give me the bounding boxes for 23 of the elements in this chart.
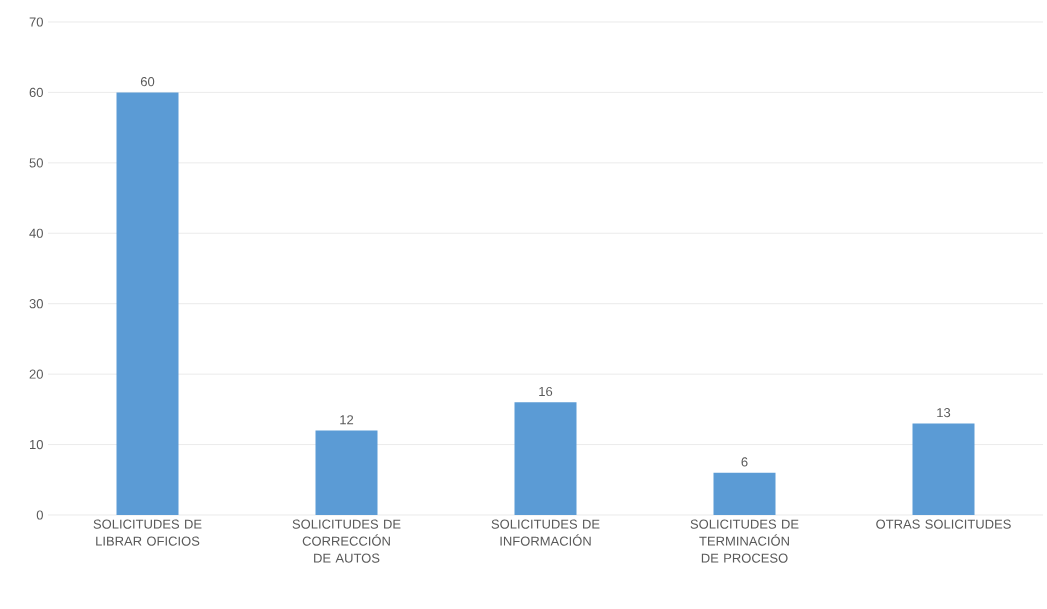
x-tick-label: SOLICITUDES DE LIBRAR OFICIOS [93,519,202,546]
data-label: 13 [937,408,951,418]
data-label: 12 [340,415,354,425]
y-tick-label: 70 [29,17,43,27]
y-tick-label: 60 [29,87,43,98]
y-tick-label: 10 [30,439,43,450]
bar [912,423,975,515]
y-tick-label: 30 [29,299,43,309]
data-label: 6 [741,457,748,467]
x-tick-label: SOLICITUDES DE CORRECCIÓN DE AUTOS [292,519,401,563]
y-tick-label: 40 [29,228,43,238]
bar [315,430,378,515]
y-tick-label: 20 [29,369,43,379]
x-tick-label: SOLICITUDES DE TERMINACIÓN DE PROCESO [690,519,799,563]
x-tick-label: SOLICITUDES DE INFORMACIÓN [491,519,600,546]
x-tick-label: OTRAS SOLICITUDES [876,519,1011,529]
bar [514,402,577,515]
y-tick-label: 50 [29,158,43,168]
data-label: 16 [539,386,553,397]
bar [713,472,776,515]
data-label: 60 [140,77,155,87]
bar [116,92,179,515]
y-tick-label: 0 [36,510,43,520]
